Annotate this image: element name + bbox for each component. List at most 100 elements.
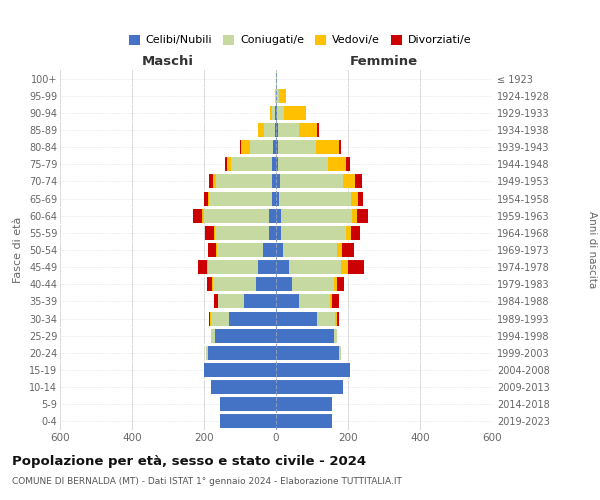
Bar <box>337 278 344 291</box>
Bar <box>214 294 218 308</box>
Bar <box>214 226 215 240</box>
Bar <box>277 106 284 120</box>
Bar <box>204 192 208 205</box>
Bar <box>281 208 352 222</box>
Bar <box>216 174 272 188</box>
Text: Anni di nascita: Anni di nascita <box>587 212 597 288</box>
Bar <box>276 312 317 326</box>
Bar <box>283 243 337 257</box>
Bar <box>206 260 208 274</box>
Bar <box>355 174 362 188</box>
Text: COMUNE DI BERNALDA (MT) - Dati ISTAT 1° gennaio 2024 - Elaborazione TUTTITALIA.I: COMUNE DI BERNALDA (MT) - Dati ISTAT 1° … <box>12 478 402 486</box>
Bar <box>280 174 343 188</box>
Bar <box>269 226 276 240</box>
Bar <box>202 208 204 222</box>
Bar <box>212 278 213 291</box>
Bar <box>278 123 299 137</box>
Bar <box>276 192 279 205</box>
Bar <box>352 208 357 222</box>
Bar <box>276 72 277 86</box>
Bar <box>317 312 335 326</box>
Bar <box>211 380 276 394</box>
Bar <box>278 140 316 154</box>
Bar <box>276 380 343 394</box>
Bar <box>346 158 350 172</box>
Bar <box>276 278 292 291</box>
Bar <box>269 208 276 222</box>
Bar <box>328 158 346 172</box>
Bar <box>276 174 280 188</box>
Bar <box>197 260 206 274</box>
Bar <box>275 106 276 120</box>
Bar <box>332 294 339 308</box>
Bar <box>276 123 278 137</box>
Text: Maschi: Maschi <box>142 56 194 68</box>
Bar <box>244 294 276 308</box>
Bar <box>335 312 337 326</box>
Bar <box>276 294 299 308</box>
Legend: Celibi/Nubili, Coniugati/e, Vedovi/e, Divorziati/e: Celibi/Nubili, Coniugati/e, Vedovi/e, Di… <box>129 34 471 46</box>
Bar <box>276 346 339 360</box>
Bar <box>272 106 275 120</box>
Bar <box>276 363 350 377</box>
Bar <box>215 243 217 257</box>
Bar <box>209 192 272 205</box>
Bar <box>346 226 350 240</box>
Bar <box>348 260 364 274</box>
Bar <box>351 192 358 205</box>
Bar <box>208 192 209 205</box>
Bar <box>215 226 269 240</box>
Bar <box>279 192 351 205</box>
Bar <box>350 226 359 240</box>
Bar <box>281 226 346 240</box>
Bar <box>208 243 215 257</box>
Bar <box>276 208 281 222</box>
Bar <box>275 123 276 137</box>
Bar <box>225 158 227 172</box>
Bar <box>316 140 339 154</box>
Text: Femmine: Femmine <box>350 56 418 68</box>
Bar <box>264 123 275 137</box>
Bar <box>330 294 332 308</box>
Bar <box>276 106 277 120</box>
Bar <box>339 140 341 154</box>
Bar <box>276 398 332 411</box>
Bar <box>339 346 341 360</box>
Bar <box>272 174 276 188</box>
Bar <box>217 243 263 257</box>
Bar <box>218 294 244 308</box>
Bar <box>299 294 330 308</box>
Bar <box>209 312 211 326</box>
Bar <box>337 243 341 257</box>
Bar <box>257 123 264 137</box>
Bar <box>205 226 214 240</box>
Bar <box>209 174 213 188</box>
Bar <box>357 208 368 222</box>
Bar <box>276 158 278 172</box>
Bar <box>292 278 334 291</box>
Bar <box>213 278 256 291</box>
Bar <box>273 140 276 154</box>
Bar <box>215 328 276 342</box>
Bar <box>275 88 276 102</box>
Bar <box>279 88 286 102</box>
Bar <box>269 106 272 120</box>
Bar <box>317 123 319 137</box>
Bar <box>334 328 337 342</box>
Bar <box>299 123 317 137</box>
Bar <box>341 260 348 274</box>
Bar <box>276 140 278 154</box>
Bar <box>241 140 250 154</box>
Bar <box>358 192 364 205</box>
Bar <box>211 312 229 326</box>
Bar <box>276 88 279 102</box>
Bar <box>256 278 276 291</box>
Bar <box>276 226 281 240</box>
Bar <box>227 158 231 172</box>
Bar <box>213 174 216 188</box>
Bar <box>206 346 208 360</box>
Bar <box>208 260 258 274</box>
Bar <box>204 208 269 222</box>
Bar <box>250 140 273 154</box>
Bar <box>289 260 341 274</box>
